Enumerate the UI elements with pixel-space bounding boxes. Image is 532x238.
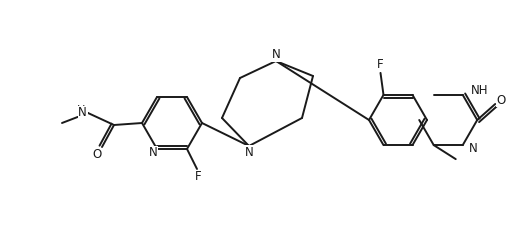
Text: N: N (148, 146, 157, 159)
Text: F: F (377, 58, 384, 71)
Text: N: N (469, 142, 478, 155)
Text: F: F (195, 170, 201, 183)
Text: N: N (78, 106, 87, 119)
Text: N: N (272, 49, 280, 61)
Text: O: O (93, 149, 102, 162)
Text: NH: NH (471, 84, 488, 97)
Text: H: H (77, 105, 85, 115)
Text: N: N (245, 145, 253, 159)
Text: O: O (496, 94, 506, 106)
